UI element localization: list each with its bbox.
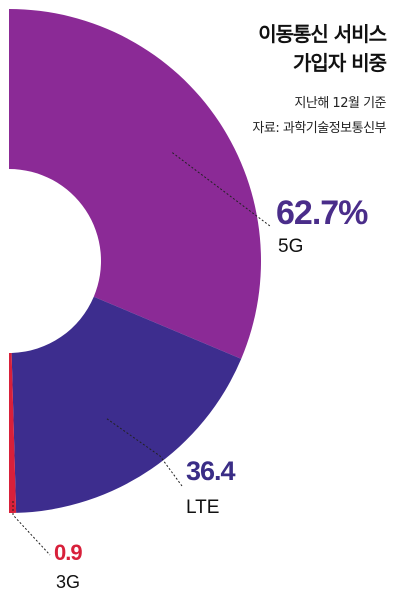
date-note: 지난해 12월 기준 [294, 96, 386, 111]
value-label-lte: 36.4 [186, 456, 236, 486]
leader-lines [12, 152, 271, 556]
value-label-3g: 0.9 [54, 540, 82, 565]
leader-line-lte [106, 418, 183, 487]
title-line-1: 이동통신 서비스 [258, 22, 387, 46]
chart-slices [9, 9, 261, 513]
slice-3g [9, 352, 17, 513]
chart-title: 이동통신 서비스 가입자 비중 [258, 20, 387, 78]
leader-line-5g [172, 152, 271, 227]
source-note: 자료: 과학기술정보통신부 [252, 121, 386, 136]
leader-line-3g [12, 501, 51, 556]
value-label-5g: 62.7% [276, 194, 368, 232]
slice-5g [9, 9, 261, 359]
category-label-5g: 5G [278, 236, 303, 257]
category-label-lte: LTE [186, 497, 219, 518]
title-line-2: 가입자 비중 [293, 51, 387, 75]
slice-lte [11, 296, 242, 513]
category-label-3g: 3G [56, 572, 80, 592]
slice-labels: 62.7% 5G 36.4 LTE 0.9 3G [54, 194, 369, 592]
